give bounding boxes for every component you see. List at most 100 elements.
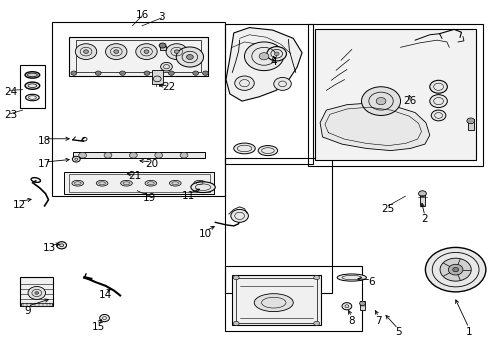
Circle shape [160,62,172,71]
Text: 18: 18 [38,136,51,145]
Circle shape [466,118,474,124]
Bar [235,278,316,323]
Circle shape [79,152,86,158]
Ellipse shape [25,72,40,78]
Bar [224,266,361,330]
Circle shape [192,71,198,75]
Circle shape [429,80,447,93]
Circle shape [230,210,248,222]
Circle shape [165,44,187,59]
Text: 14: 14 [99,291,112,301]
Circle shape [105,44,127,59]
Text: 23: 23 [4,111,17,121]
Ellipse shape [193,180,205,186]
Ellipse shape [258,145,277,156]
Circle shape [75,44,97,59]
Circle shape [313,321,319,325]
Text: 21: 21 [128,171,141,181]
Circle shape [180,152,187,158]
Ellipse shape [190,182,215,193]
Text: 15: 15 [91,322,104,332]
Circle shape [174,50,179,53]
Circle shape [274,52,279,55]
Circle shape [159,43,165,48]
Text: 16: 16 [135,10,148,20]
Ellipse shape [145,180,157,186]
Circle shape [176,47,203,67]
Circle shape [244,42,283,71]
Circle shape [57,242,66,249]
Circle shape [35,292,39,294]
Circle shape [95,71,101,75]
Text: 5: 5 [394,327,401,337]
Text: 17: 17 [38,159,51,169]
Bar [73,152,204,158]
Text: 7: 7 [374,316,381,325]
Text: 3: 3 [158,12,164,22]
Circle shape [129,152,137,158]
Circle shape [259,53,268,60]
Text: 25: 25 [381,204,394,214]
Bar [52,22,224,196]
Circle shape [28,287,45,300]
Bar [224,24,312,164]
Text: 1: 1 [465,327,471,337]
Ellipse shape [336,274,366,281]
Bar [315,30,475,160]
Circle shape [104,152,112,158]
Circle shape [120,71,125,75]
Circle shape [425,247,485,292]
Bar [419,195,424,206]
Ellipse shape [254,294,293,312]
Text: 24: 24 [4,87,17,97]
Ellipse shape [72,180,83,186]
Bar [224,158,331,293]
Bar [76,40,200,72]
Circle shape [168,71,174,75]
Bar [307,24,483,166]
Circle shape [273,77,291,90]
Bar [20,65,44,108]
Circle shape [186,54,193,59]
Polygon shape [225,28,302,101]
Text: 11: 11 [182,191,195,201]
Ellipse shape [169,180,181,186]
Text: 2: 2 [421,215,427,224]
Ellipse shape [25,82,40,89]
Circle shape [375,98,385,105]
Circle shape [83,50,88,53]
Circle shape [72,156,80,162]
Bar [359,301,365,310]
Text: 4: 4 [270,57,277,67]
Bar [69,37,207,76]
Circle shape [341,303,351,310]
Circle shape [359,301,365,306]
Bar [467,119,473,130]
Text: 9: 9 [24,306,31,316]
Text: 22: 22 [162,82,175,92]
Circle shape [447,264,462,275]
Circle shape [313,275,319,280]
Text: 12: 12 [13,200,26,210]
Circle shape [233,275,239,280]
Text: 10: 10 [199,229,212,239]
Ellipse shape [25,94,39,101]
Circle shape [71,71,77,75]
Text: 26: 26 [403,96,416,106]
Text: 20: 20 [145,159,158,169]
Circle shape [144,71,150,75]
Circle shape [100,315,109,321]
Text: 6: 6 [367,277,374,287]
Ellipse shape [233,143,255,154]
Circle shape [418,191,426,197]
Bar [64,172,214,194]
Bar [159,46,165,50]
Bar [20,277,53,306]
Circle shape [429,95,447,108]
Circle shape [155,152,162,158]
Ellipse shape [121,180,132,186]
Circle shape [266,46,286,61]
Text: 8: 8 [348,316,354,325]
Bar [21,303,52,306]
Circle shape [439,258,470,281]
